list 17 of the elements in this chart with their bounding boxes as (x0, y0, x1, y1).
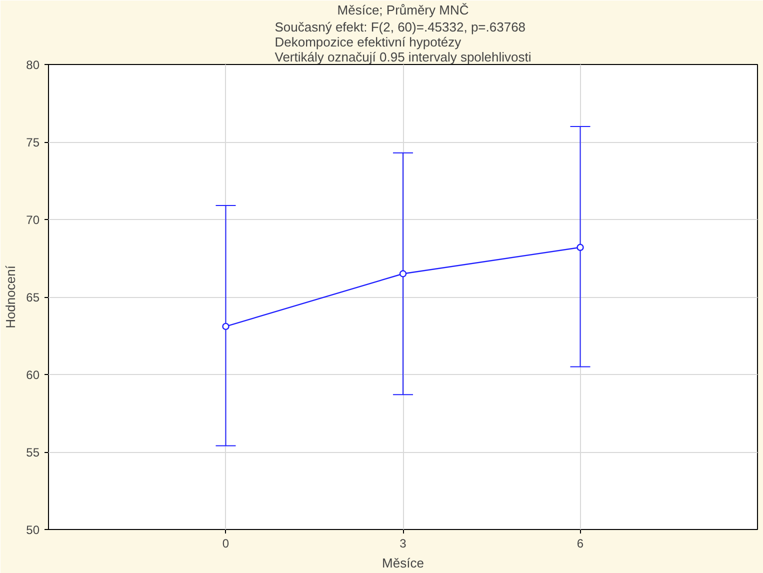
x-axis-title: Měsíce (382, 556, 424, 570)
x-tick-label: 6 (576, 536, 584, 550)
y-tick-label: 60 (26, 368, 40, 382)
y-axis-title: Hodnocení (3, 265, 18, 328)
y-tick-label: 80 (26, 58, 40, 72)
chart-subtitle: Současný efekt: F(2, 60)=.45332, p=.63768 Dekompozice efektivní hypotézy Vertikály označují 0.95 intervaly spolehlivosti (274, 20, 532, 64)
y-tick-label: 65 (26, 290, 40, 304)
y-tick-label: 50 (26, 523, 40, 537)
x-tick-label: 3 (400, 536, 407, 550)
point (576, 244, 584, 251)
y-tick-label: 70 (26, 213, 40, 227)
point (222, 322, 230, 330)
y-tick-label: 75 (26, 136, 40, 150)
x-tick-label: 0 (222, 536, 230, 550)
chart-title: Měsíce; Průměry MNČ (337, 2, 469, 18)
point (399, 270, 407, 278)
y-tick-label: 55 (26, 446, 40, 460)
